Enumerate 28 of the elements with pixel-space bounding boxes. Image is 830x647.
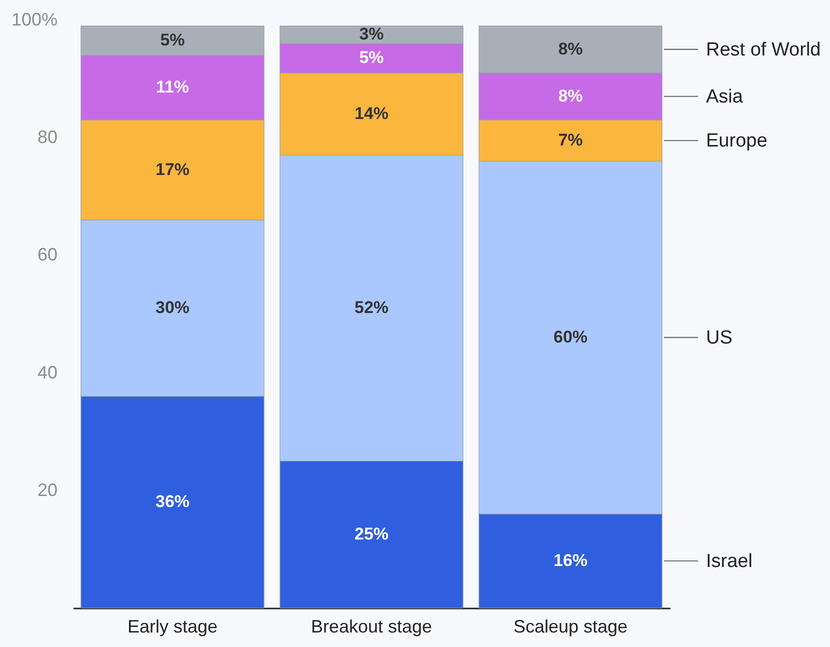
y-tick-label: 100% <box>11 10 58 30</box>
data-label: 30% <box>155 298 190 318</box>
data-label: 17% <box>155 160 190 179</box>
y-tick-label: 80 <box>37 127 58 148</box>
data-label: 5% <box>160 30 185 50</box>
data-label: 36% <box>155 492 190 512</box>
data-label: 5% <box>359 48 384 68</box>
data-label: 7% <box>558 130 583 150</box>
text: Asia <box>706 86 744 108</box>
data-label: 14% <box>354 104 389 124</box>
text: Rest of World <box>706 39 821 60</box>
data-label: 60% <box>553 328 588 347</box>
y-tick-label: 60 <box>37 244 58 265</box>
data-label: 25% <box>354 524 389 544</box>
data-label: 16% <box>553 550 588 570</box>
data-label: 52% <box>354 298 389 318</box>
y-tick-label: 40 <box>37 362 58 382</box>
x-tick-label: Scaleup stage <box>513 616 628 636</box>
text: Israel <box>706 550 752 572</box>
data-label: 8% <box>558 39 583 58</box>
x-tick-label: Breakout stage <box>310 616 432 636</box>
data-label: 11% <box>156 78 190 97</box>
text: US <box>706 328 732 349</box>
y-tick-label: 20 <box>37 480 58 500</box>
data-label: 8% <box>558 86 583 106</box>
data-label: 3% <box>359 24 384 44</box>
text: Europe <box>706 130 768 152</box>
x-tick-label: Early stage <box>127 616 218 636</box>
